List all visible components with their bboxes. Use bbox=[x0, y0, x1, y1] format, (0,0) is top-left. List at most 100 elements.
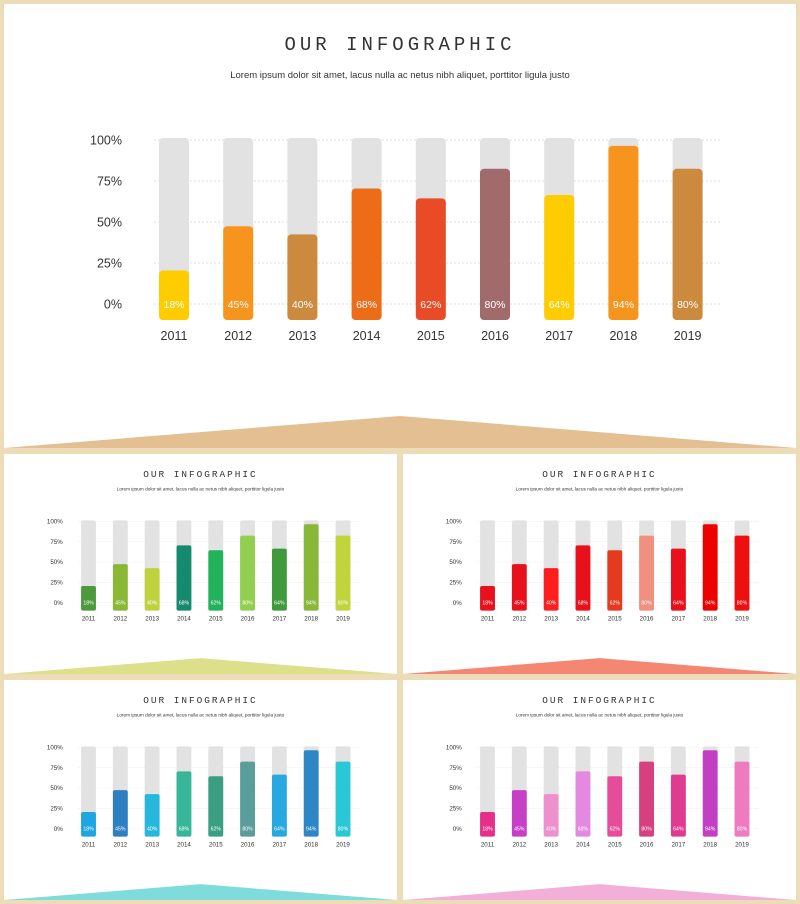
chart-title: OUR INFOGRAPHIC bbox=[284, 34, 515, 56]
bar-2014 bbox=[575, 771, 591, 837]
x-category-label: 2013 bbox=[544, 615, 558, 622]
bar-value-label: 94% bbox=[613, 299, 634, 311]
bar-2017 bbox=[670, 548, 686, 611]
bar-2012 bbox=[223, 226, 254, 320]
bar-value-label: 45% bbox=[115, 827, 126, 833]
y-tick-label: 50% bbox=[50, 559, 63, 566]
y-tick-label: 0% bbox=[453, 826, 462, 833]
y-tick-label: 100% bbox=[47, 519, 63, 526]
x-category-label: 2015 bbox=[417, 329, 445, 343]
bar-2012 bbox=[511, 790, 527, 837]
slide-green: OUR INFOGRAPHIC Lorem ipsum dolor sit ame… bbox=[4, 454, 397, 674]
slide-blue: OUR INFOGRAPHIC Lorem ipsum dolor sit ame… bbox=[4, 680, 397, 900]
bar-value-label: 68% bbox=[179, 601, 190, 607]
bar-2019 bbox=[335, 761, 351, 837]
bar-value-label: 40% bbox=[546, 601, 557, 607]
x-category-label: 2017 bbox=[273, 841, 287, 848]
chart-subtitle: Lorem ipsum dolor sit amet, lacus nulla … bbox=[516, 487, 684, 492]
bar-2011 bbox=[81, 812, 96, 837]
bar-value-label: 18% bbox=[163, 299, 184, 311]
bar-2013 bbox=[543, 794, 559, 837]
bar-value-label: 18% bbox=[83, 827, 94, 833]
accent-triangle bbox=[4, 416, 796, 448]
slide-red: OUR INFOGRAPHIC Lorem ipsum dolor sit ame… bbox=[403, 454, 796, 674]
chart-subtitle: Lorem ipsum dolor sit amet, lacus nulla … bbox=[117, 713, 285, 718]
bar-value-label: 40% bbox=[546, 827, 557, 833]
bar-2012 bbox=[112, 564, 128, 611]
bar-value-label: 68% bbox=[578, 601, 589, 607]
bar-2018 bbox=[702, 750, 718, 837]
chart-subtitle: Lorem ipsum dolor sit amet, lacus nulla … bbox=[230, 70, 570, 81]
bar-2019 bbox=[335, 535, 351, 611]
y-tick-label: 100% bbox=[446, 519, 462, 526]
bar-value-label: 80% bbox=[641, 601, 652, 607]
bar-2017 bbox=[544, 195, 575, 320]
bar-value-label: 45% bbox=[514, 601, 525, 607]
bar-value-label: 40% bbox=[147, 827, 158, 833]
x-category-label: 2014 bbox=[576, 615, 590, 622]
y-tick-label: 25% bbox=[50, 580, 63, 587]
accent-triangle bbox=[4, 658, 397, 674]
x-category-label: 2014 bbox=[177, 615, 191, 622]
y-tick-label: 25% bbox=[97, 257, 122, 271]
x-category-label: 2016 bbox=[241, 841, 255, 848]
x-category-label: 2016 bbox=[640, 841, 654, 848]
bar-value-label: 80% bbox=[737, 601, 748, 607]
y-tick-label: 100% bbox=[47, 745, 63, 752]
bar-value-label: 64% bbox=[549, 299, 570, 311]
y-tick-label: 50% bbox=[97, 216, 122, 230]
bar-2015 bbox=[208, 776, 224, 837]
bar-2015 bbox=[415, 198, 446, 320]
y-tick-label: 0% bbox=[104, 298, 122, 312]
x-category-label: 2018 bbox=[703, 615, 717, 622]
y-tick-label: 25% bbox=[449, 806, 462, 813]
bar-2018 bbox=[702, 524, 718, 611]
y-tick-label: 0% bbox=[453, 600, 462, 607]
x-category-label: 2019 bbox=[336, 841, 350, 848]
slide-pink: OUR INFOGRAPHIC Lorem ipsum dolor sit ame… bbox=[403, 680, 796, 900]
y-tick-label: 100% bbox=[90, 134, 122, 148]
bar-2016 bbox=[240, 761, 256, 837]
bar-value-label: 62% bbox=[211, 601, 222, 607]
bar-value-label: 80% bbox=[338, 601, 349, 607]
bar-2018 bbox=[303, 750, 319, 837]
x-category-label: 2011 bbox=[481, 615, 495, 622]
chart-red: OUR INFOGRAPHIC Lorem ipsum dolor sit ame… bbox=[403, 469, 796, 674]
x-category-label: 2018 bbox=[304, 841, 318, 848]
y-tick-label: 25% bbox=[449, 580, 462, 587]
x-category-label: 2015 bbox=[608, 841, 622, 848]
x-category-label: 2018 bbox=[703, 841, 717, 848]
bar-value-label: 94% bbox=[306, 601, 317, 607]
bar-value-label: 62% bbox=[610, 601, 621, 607]
x-category-label: 2017 bbox=[545, 329, 573, 343]
bar-value-label: 80% bbox=[484, 299, 505, 311]
chart-blue: OUR INFOGRAPHIC Lorem ipsum dolor sit ame… bbox=[4, 695, 397, 900]
bar-value-label: 80% bbox=[641, 827, 652, 833]
chart-subtitle: Lorem ipsum dolor sit amet, lacus nulla … bbox=[117, 487, 285, 492]
bar-2016 bbox=[480, 168, 510, 320]
bar-2014 bbox=[351, 188, 382, 320]
bar-value-label: 80% bbox=[242, 601, 253, 607]
bar-value-label: 64% bbox=[673, 827, 684, 833]
bar-2013 bbox=[287, 234, 318, 320]
bar-value-label: 40% bbox=[292, 299, 313, 311]
bar-2016 bbox=[240, 535, 256, 611]
bar-value-label: 45% bbox=[115, 601, 126, 607]
bar-value-label: 68% bbox=[578, 827, 589, 833]
bar-2011 bbox=[159, 270, 189, 320]
bar-2019 bbox=[672, 168, 703, 320]
bar-2012 bbox=[112, 790, 128, 837]
bar-2015 bbox=[208, 550, 224, 611]
chart-pink: OUR INFOGRAPHIC Lorem ipsum dolor sit ame… bbox=[403, 695, 796, 900]
bar-value-label: 64% bbox=[673, 601, 684, 607]
bar-2014 bbox=[575, 545, 591, 611]
x-category-label: 2015 bbox=[209, 615, 223, 622]
x-category-label: 2019 bbox=[735, 615, 749, 622]
bar-2019 bbox=[734, 535, 750, 611]
y-tick-label: 50% bbox=[50, 785, 63, 792]
accent-triangle bbox=[4, 884, 397, 900]
x-category-label: 2016 bbox=[640, 615, 654, 622]
bar-2013 bbox=[144, 568, 160, 611]
y-tick-label: 50% bbox=[449, 559, 462, 566]
x-category-label: 2017 bbox=[672, 841, 686, 848]
